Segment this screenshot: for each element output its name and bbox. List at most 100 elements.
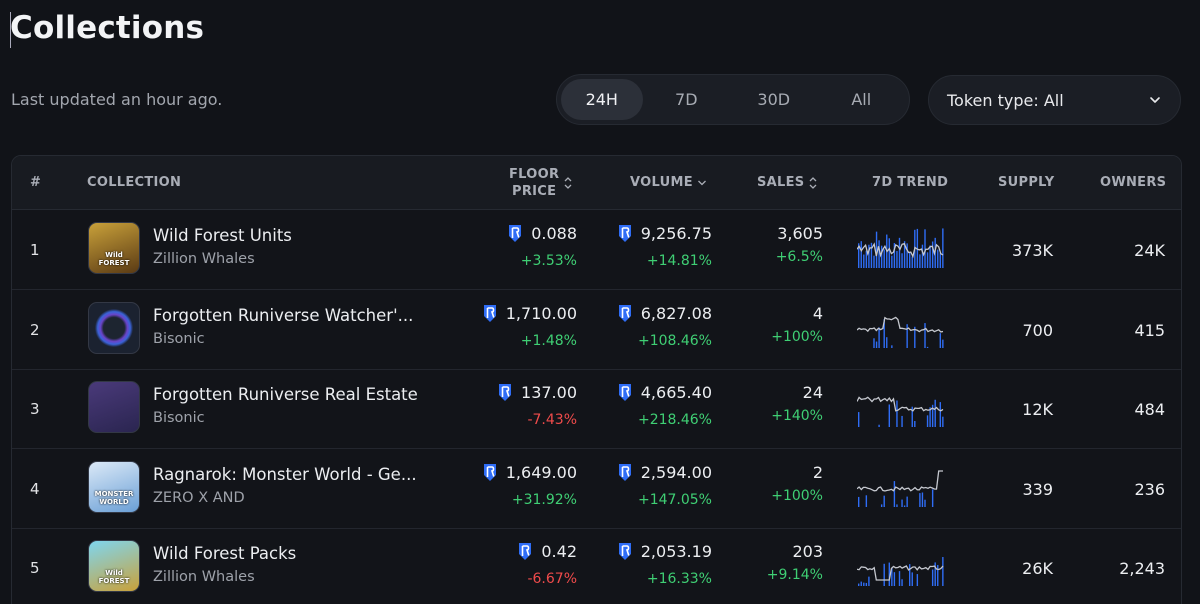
sales-cell: 3,605 +6.5% xyxy=(776,224,823,265)
volume-cell: 6,827.08 +108.46% xyxy=(617,304,712,349)
sort-desc-icon xyxy=(697,180,706,185)
col-sales[interactable]: SALES xyxy=(757,175,818,190)
tab-all[interactable]: All xyxy=(851,90,872,109)
sparkline-bar xyxy=(939,332,941,348)
sparkline-bar xyxy=(903,241,906,268)
table-row[interactable]: 3 Forgotten Runiverse Real Estate Bisoni… xyxy=(12,369,1181,449)
col-supply: SUPPLY xyxy=(998,175,1055,190)
tab-7d[interactable]: 7D xyxy=(675,90,698,109)
sparkline-bar xyxy=(901,499,903,507)
owners-value: 484 xyxy=(1134,400,1165,419)
sparkline-bar xyxy=(875,231,878,268)
owners-value: 2,243 xyxy=(1119,559,1165,578)
sparkline-bar xyxy=(914,420,916,427)
floor-price-change: +3.53% xyxy=(520,253,577,269)
sparkline-bar xyxy=(858,583,860,586)
sparkline-bar xyxy=(906,496,908,507)
trend-sparkline xyxy=(857,316,944,348)
token-type-label: Token type: All xyxy=(947,90,1064,110)
sparkline-bar xyxy=(896,250,898,268)
sales-value: 203 xyxy=(792,542,823,561)
sparkline-bar xyxy=(929,245,931,268)
sparkline-bar xyxy=(942,228,944,268)
floor-price-cell: 0.088 +3.53% xyxy=(507,224,577,269)
volume-value: 9,256.75 xyxy=(640,224,712,243)
sales-change: +100% xyxy=(771,328,823,345)
ronin-token-icon xyxy=(509,225,522,242)
collection-name[interactable]: Forgotten Runiverse Watcher'... xyxy=(153,305,414,325)
sparkline-bar xyxy=(893,243,896,268)
token-type-dropdown[interactable]: Token type: All xyxy=(928,75,1181,125)
sparkline-bar xyxy=(924,229,926,268)
row-rank: 3 xyxy=(30,400,40,418)
sales-cell: 4 +100% xyxy=(771,304,823,345)
sparkline-bar xyxy=(863,582,865,586)
ronin-token-icon xyxy=(499,384,512,401)
supply-value: 339 xyxy=(1022,479,1053,499)
sparkline-bar xyxy=(860,581,862,586)
chevron-down-icon xyxy=(1150,97,1160,103)
collection-name[interactable]: Forgotten Runiverse Real Estate xyxy=(153,385,418,404)
col-volume-label: VOLUME xyxy=(630,175,693,190)
volume-cell: 2,053.19 +16.33% xyxy=(617,542,712,587)
sparkline-bar xyxy=(896,503,898,507)
supply-value: 373K xyxy=(1011,241,1053,260)
collection-creator: Zillion Whales xyxy=(153,251,255,267)
sparkline-bar xyxy=(929,407,931,427)
sparkline-bar xyxy=(937,564,939,586)
volume-change: +14.81% xyxy=(646,253,712,269)
ronin-token-icon xyxy=(519,543,532,560)
sparkline-bar xyxy=(919,254,921,268)
sparkline-bar xyxy=(858,496,860,507)
tab-24h[interactable]: 24H xyxy=(561,79,643,120)
collection-thumbnail xyxy=(88,381,140,433)
thumbnail-logo-text: Wild FOREST xyxy=(98,569,130,585)
sparkline-bar xyxy=(865,250,868,268)
tab-30d[interactable]: 30D xyxy=(757,90,791,109)
collection-thumbnail: Wild FOREST xyxy=(88,540,140,592)
sparkline-bar xyxy=(906,323,908,348)
sparkline-bar xyxy=(942,557,944,586)
col-volume[interactable]: VOLUME xyxy=(630,175,707,190)
sparkline-bar xyxy=(934,562,936,586)
ronin-token-icon xyxy=(618,225,631,242)
sparkline-bar xyxy=(903,504,906,507)
table-row[interactable]: 4 MONSTER WORLD Ragnarok: Monster World … xyxy=(12,449,1181,529)
col-rank: # xyxy=(30,175,42,190)
sparkline-bar xyxy=(914,326,916,348)
table-row[interactable]: 2 Forgotten Runiverse Watcher'... Bisoni… xyxy=(12,290,1181,370)
sparkline-bar xyxy=(883,563,885,586)
collection-name[interactable]: Wild Forest Packs xyxy=(153,544,297,563)
col-floor-price[interactable]: FLOOR PRICE xyxy=(509,166,573,200)
collection-name[interactable]: Wild Forest Units xyxy=(153,226,292,245)
owners-value: 24K xyxy=(1134,241,1165,260)
trend-sparkline xyxy=(857,228,944,268)
sparkline-bar xyxy=(858,412,860,427)
sparkline-bar xyxy=(911,256,913,268)
last-updated-text: Last updated an hour ago. xyxy=(11,90,223,109)
collection-name[interactable]: Ragnarok: Monster World - Ge... xyxy=(153,464,417,484)
sparkline-bar xyxy=(888,238,890,268)
table-row[interactable]: 1 Wild FOREST Wild Forest Units Zillion … xyxy=(12,210,1181,290)
table-row[interactable]: 5 Wild FOREST Wild Forest Packs Zillion … xyxy=(12,528,1181,604)
collection-creator: ZERO X AND xyxy=(153,489,245,506)
sparkline-bar xyxy=(916,574,919,586)
trend-sparkline xyxy=(857,469,943,507)
table-header: # COLLECTION FLOOR PRICE VOLUME SALES 7D… xyxy=(12,156,1181,210)
supply-value: 12K xyxy=(1022,400,1053,419)
sparkline-bar xyxy=(873,337,875,348)
sparkline-line xyxy=(857,469,943,492)
sparkline-line xyxy=(857,316,944,333)
sparkline-bar xyxy=(909,564,911,586)
sparkline-bar xyxy=(919,492,921,507)
col-floor-label-2: PRICE xyxy=(512,184,557,199)
sparkline-bar xyxy=(883,495,885,507)
sales-value: 24 xyxy=(802,383,823,402)
floor-price-value: 137.00 xyxy=(521,383,577,402)
sparkline-bar xyxy=(865,582,868,586)
sparkline-bar xyxy=(860,241,862,268)
sort-icon xyxy=(564,177,572,189)
col-sales-label: SALES xyxy=(757,175,805,190)
collection-creator: Bisonic xyxy=(153,330,205,347)
floor-price-value: 0.42 xyxy=(541,542,577,561)
